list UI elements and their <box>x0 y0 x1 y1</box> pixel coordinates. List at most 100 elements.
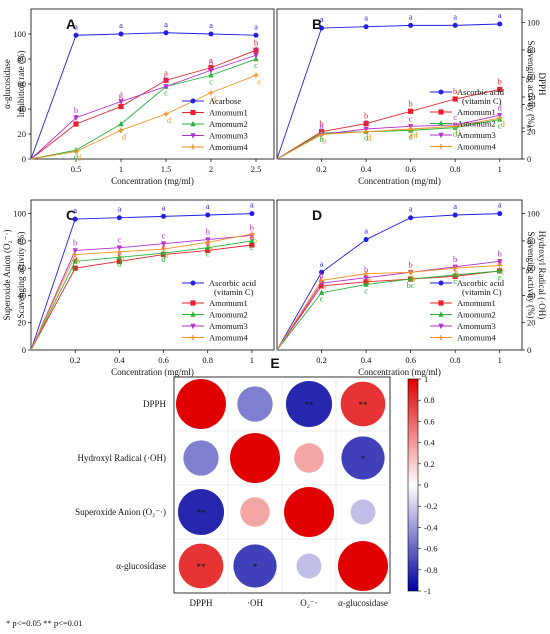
point-label: b <box>209 243 213 253</box>
significance-mark: * <box>361 454 366 464</box>
point-label: d <box>456 127 461 137</box>
data-point <box>118 99 124 105</box>
data-point <box>118 103 124 110</box>
legend-label: Amomum4 <box>209 333 248 343</box>
colorbar-tick-label: -0.4 <box>424 522 438 532</box>
point-label: c <box>209 76 213 86</box>
data-point <box>163 30 169 36</box>
series-line <box>276 260 500 351</box>
point-label: a <box>209 55 213 65</box>
data-point <box>72 216 78 222</box>
legend-label: Amomum2 <box>209 310 248 320</box>
data-point <box>408 22 414 28</box>
y-right-tick-label: 100 <box>527 209 540 219</box>
point-label: b <box>322 281 326 291</box>
data-point <box>116 215 122 221</box>
plot-frame <box>30 199 275 351</box>
data-point <box>72 248 78 254</box>
point-label: b <box>74 105 78 115</box>
x-tick-label: 0.2 <box>316 355 327 365</box>
point-label: d <box>364 133 369 143</box>
y-axis-label-line: α-glucosidase <box>2 59 12 109</box>
point-label: b <box>76 256 80 266</box>
data-point <box>249 237 255 244</box>
data-point <box>208 31 214 37</box>
heatmap-circle <box>177 488 225 536</box>
panel-E: E ** ** DPPH * Hydroxyl Radical (·OH) ** Supero… <box>75 355 438 608</box>
x-axis-label: Concentration (mg/ml) <box>111 367 194 377</box>
point-label: b <box>73 237 77 247</box>
legend-marker <box>438 280 444 286</box>
point-label: c <box>250 242 254 252</box>
legend-marker <box>438 109 444 115</box>
point-label: a <box>364 13 368 23</box>
y-tick-label: 0 <box>22 154 26 164</box>
legend-label: Amomum2 <box>457 310 496 320</box>
x-tick-label: 0.8 <box>450 355 461 365</box>
point-label: d <box>501 119 506 129</box>
y-tick-label: 20 <box>18 318 27 328</box>
point-label: b <box>456 269 460 279</box>
data-point <box>253 53 259 59</box>
series-line <box>30 49 257 160</box>
legend-label: Amomum4 <box>457 142 496 152</box>
point-label: d <box>122 131 127 141</box>
y-axis-label-line: Superoxide Anion (O₂⁻·) <box>2 230 12 321</box>
heatmap-circle <box>178 543 224 589</box>
point-label: b <box>364 111 368 121</box>
point-label: c <box>254 60 258 70</box>
significance-mark: ** <box>197 508 207 518</box>
y-right-tick-label: 20 <box>527 127 536 137</box>
point-label: c <box>453 112 457 122</box>
colorbar-tick-label: -1 <box>424 586 431 596</box>
data-point <box>73 121 79 127</box>
data-point <box>363 24 369 30</box>
panel-letter: B <box>312 16 322 32</box>
point-label: c <box>164 88 168 98</box>
y-right-tick-label: 80 <box>527 45 536 55</box>
heatmap-circle <box>350 499 376 525</box>
y-right-tick-label: 0 <box>527 154 531 164</box>
point-label: b <box>498 76 502 86</box>
point-label: b <box>453 254 457 264</box>
series-line <box>276 119 500 160</box>
x-tick-label: 2.5 <box>251 164 262 174</box>
series-line <box>276 270 500 351</box>
plot-frame <box>276 199 523 351</box>
colorbar <box>407 378 419 592</box>
data-point <box>205 212 211 218</box>
x-tick-label: 0.6 <box>405 355 416 365</box>
colorbar-tick-label: 0.4 <box>424 438 435 448</box>
data-point <box>116 254 122 260</box>
legend-label: Amomum1 <box>457 298 496 308</box>
legend-label: Amomum3 <box>457 130 496 140</box>
data-point <box>497 86 503 93</box>
point-label: a <box>119 20 123 30</box>
heatmap-row-label: DPPH <box>143 399 167 409</box>
legend-label: Amomum3 <box>209 131 248 141</box>
legend-label: (vitamin C) <box>214 287 254 297</box>
heatmap-circle <box>183 440 219 476</box>
data-point <box>452 212 458 218</box>
y-tick-label: 80 <box>18 54 27 64</box>
point-label: c <box>364 116 368 126</box>
x-tick-label: 1 <box>498 355 502 365</box>
point-label: a <box>209 20 213 30</box>
panel-letter: E <box>270 355 279 371</box>
x-tick-label: 0.6 <box>405 164 416 174</box>
data-point <box>452 96 458 102</box>
point-label: b <box>319 119 323 129</box>
data-point <box>497 211 503 217</box>
data-point <box>205 244 211 250</box>
y-tick-label: 100 <box>13 29 26 39</box>
colorbar-tick-label: 0.8 <box>424 395 435 405</box>
point-label: e <box>257 76 261 86</box>
data-point <box>253 47 259 53</box>
x-tick-label: 1 <box>119 164 123 174</box>
colorbar-tick-label: -0.2 <box>424 501 437 511</box>
data-point <box>116 245 122 251</box>
point-label: b <box>319 270 323 280</box>
point-label: a <box>164 19 168 29</box>
heatmap-circle <box>294 443 324 473</box>
point-label: a <box>498 10 502 20</box>
